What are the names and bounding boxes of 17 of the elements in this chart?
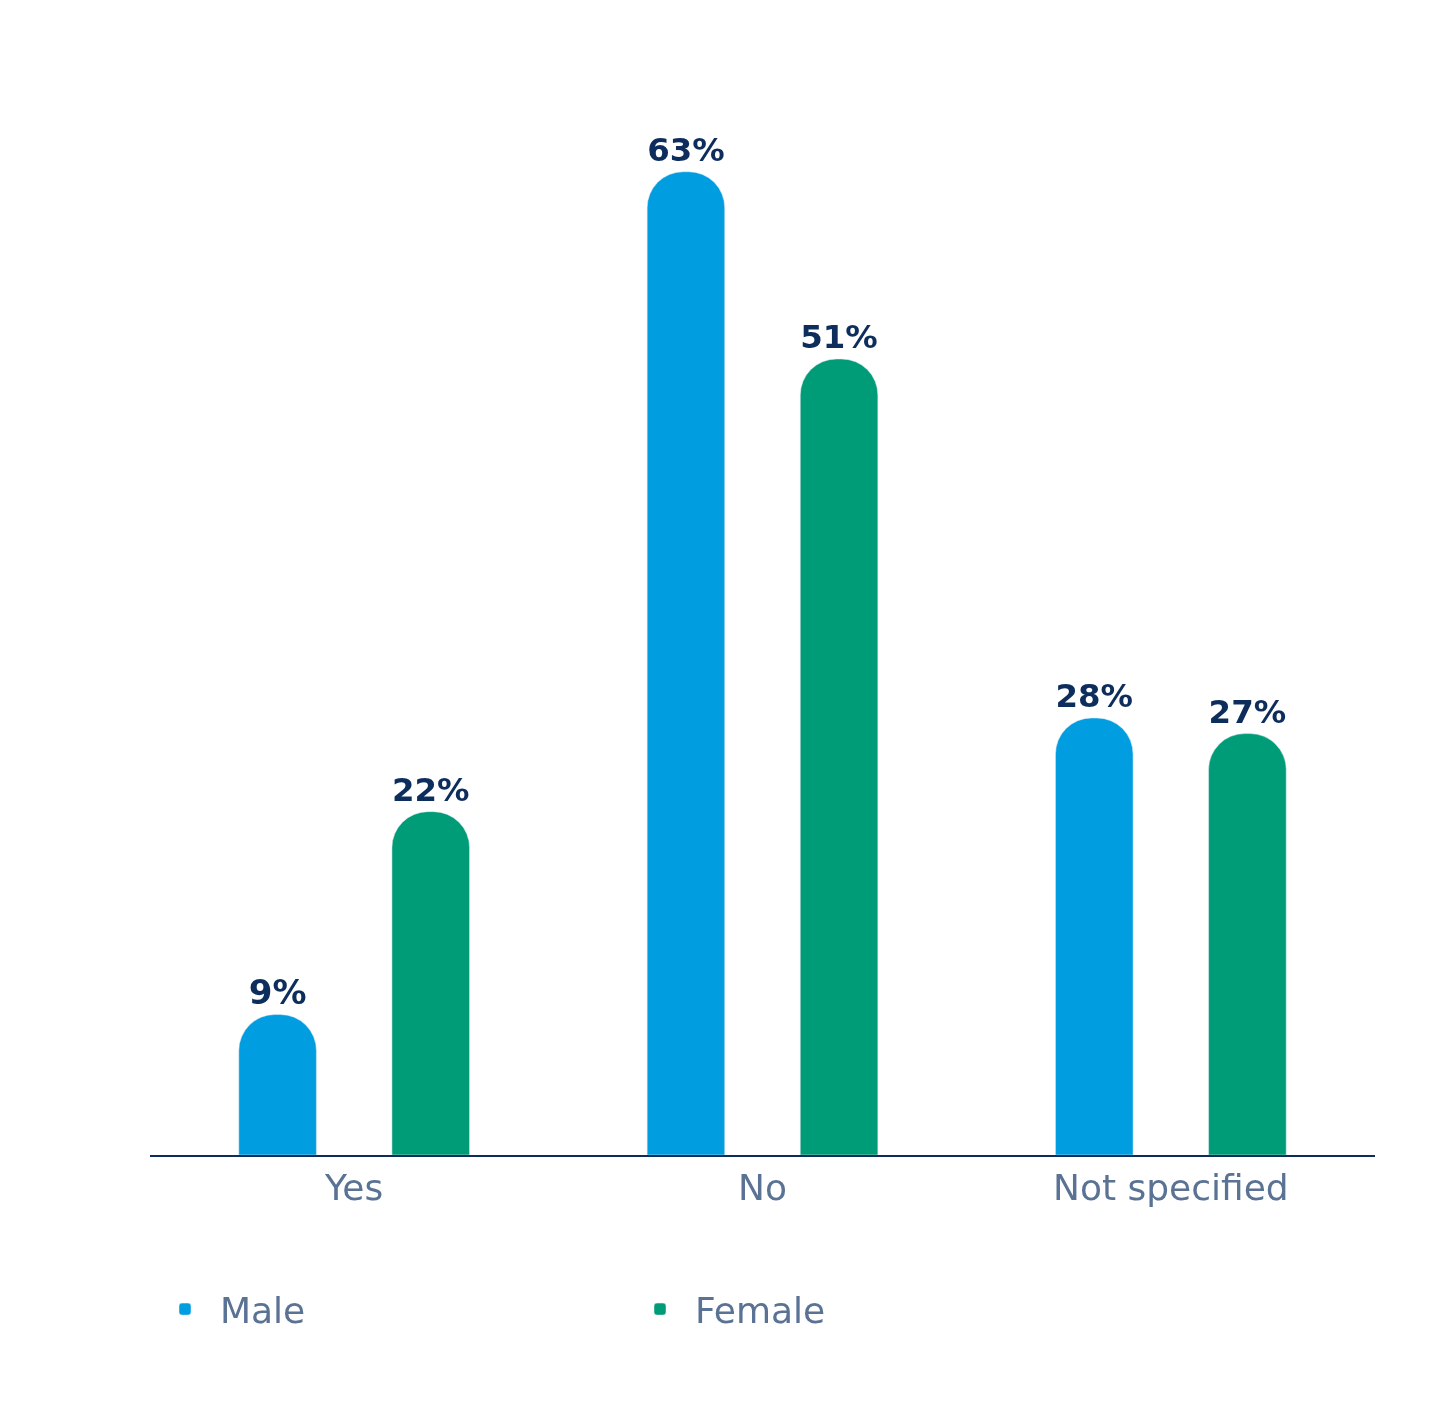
legend-label: Male (220, 1290, 306, 1332)
x-tick-label: No (738, 1167, 787, 1209)
bar (1208, 733, 1287, 1155)
legend-label: Female (695, 1290, 826, 1332)
bar (646, 171, 725, 1155)
data-label: 22% (391, 771, 470, 810)
x-tick-label: Not specified (1052, 1167, 1289, 1209)
data-label: 28% (1055, 677, 1134, 716)
x-tick-label: Yes (324, 1167, 384, 1209)
data-label: 9% (248, 971, 307, 1012)
data-label: 27% (1208, 692, 1287, 731)
bar (800, 358, 879, 1155)
data-label: 51% (800, 318, 878, 357)
bar (391, 811, 470, 1155)
data-label: 63% (647, 131, 725, 170)
bar (1055, 717, 1134, 1155)
bar (238, 1014, 317, 1155)
